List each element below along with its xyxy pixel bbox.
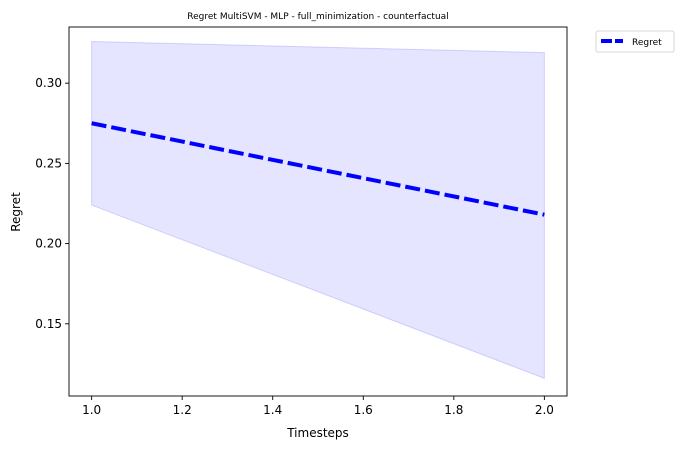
legend: Regret [595, 30, 675, 53]
x-axis-label: Timesteps [286, 426, 349, 440]
plot-area-frame [68, 26, 568, 397]
x-tick-label: 2.0 [535, 403, 554, 417]
chart-title: Regret MultiSVM - MLP - full_minimizatio… [187, 12, 448, 22]
x-axis-ticks: 1.0 1.2 1.4 1.6 1.8 2.0 [82, 396, 554, 417]
y-tick-label: 0.15 [35, 317, 62, 331]
confidence-band-0 [91, 40, 545, 380]
legend-label-regret: Regret [632, 38, 662, 48]
y-tick-label: 0.20 [35, 237, 62, 251]
y-tick-label: 0.30 [35, 76, 62, 90]
x-tick-label: 1.4 [263, 403, 282, 417]
x-tick-label: 1.6 [354, 403, 373, 417]
x-tick-label: 1.8 [444, 403, 463, 417]
legend-box [595, 30, 675, 53]
series-line-layer [91, 121, 545, 217]
confidence-band-layer [91, 40, 545, 380]
y-axis-ticks: 0.15 0.20 0.25 0.30 [35, 76, 69, 331]
x-tick-label: 1.0 [82, 403, 101, 417]
series-line-0 [91, 121, 545, 217]
y-tick-label: 0.25 [35, 156, 62, 170]
y-axis-label: Regret [9, 192, 23, 232]
x-tick-label: 1.2 [173, 403, 192, 417]
